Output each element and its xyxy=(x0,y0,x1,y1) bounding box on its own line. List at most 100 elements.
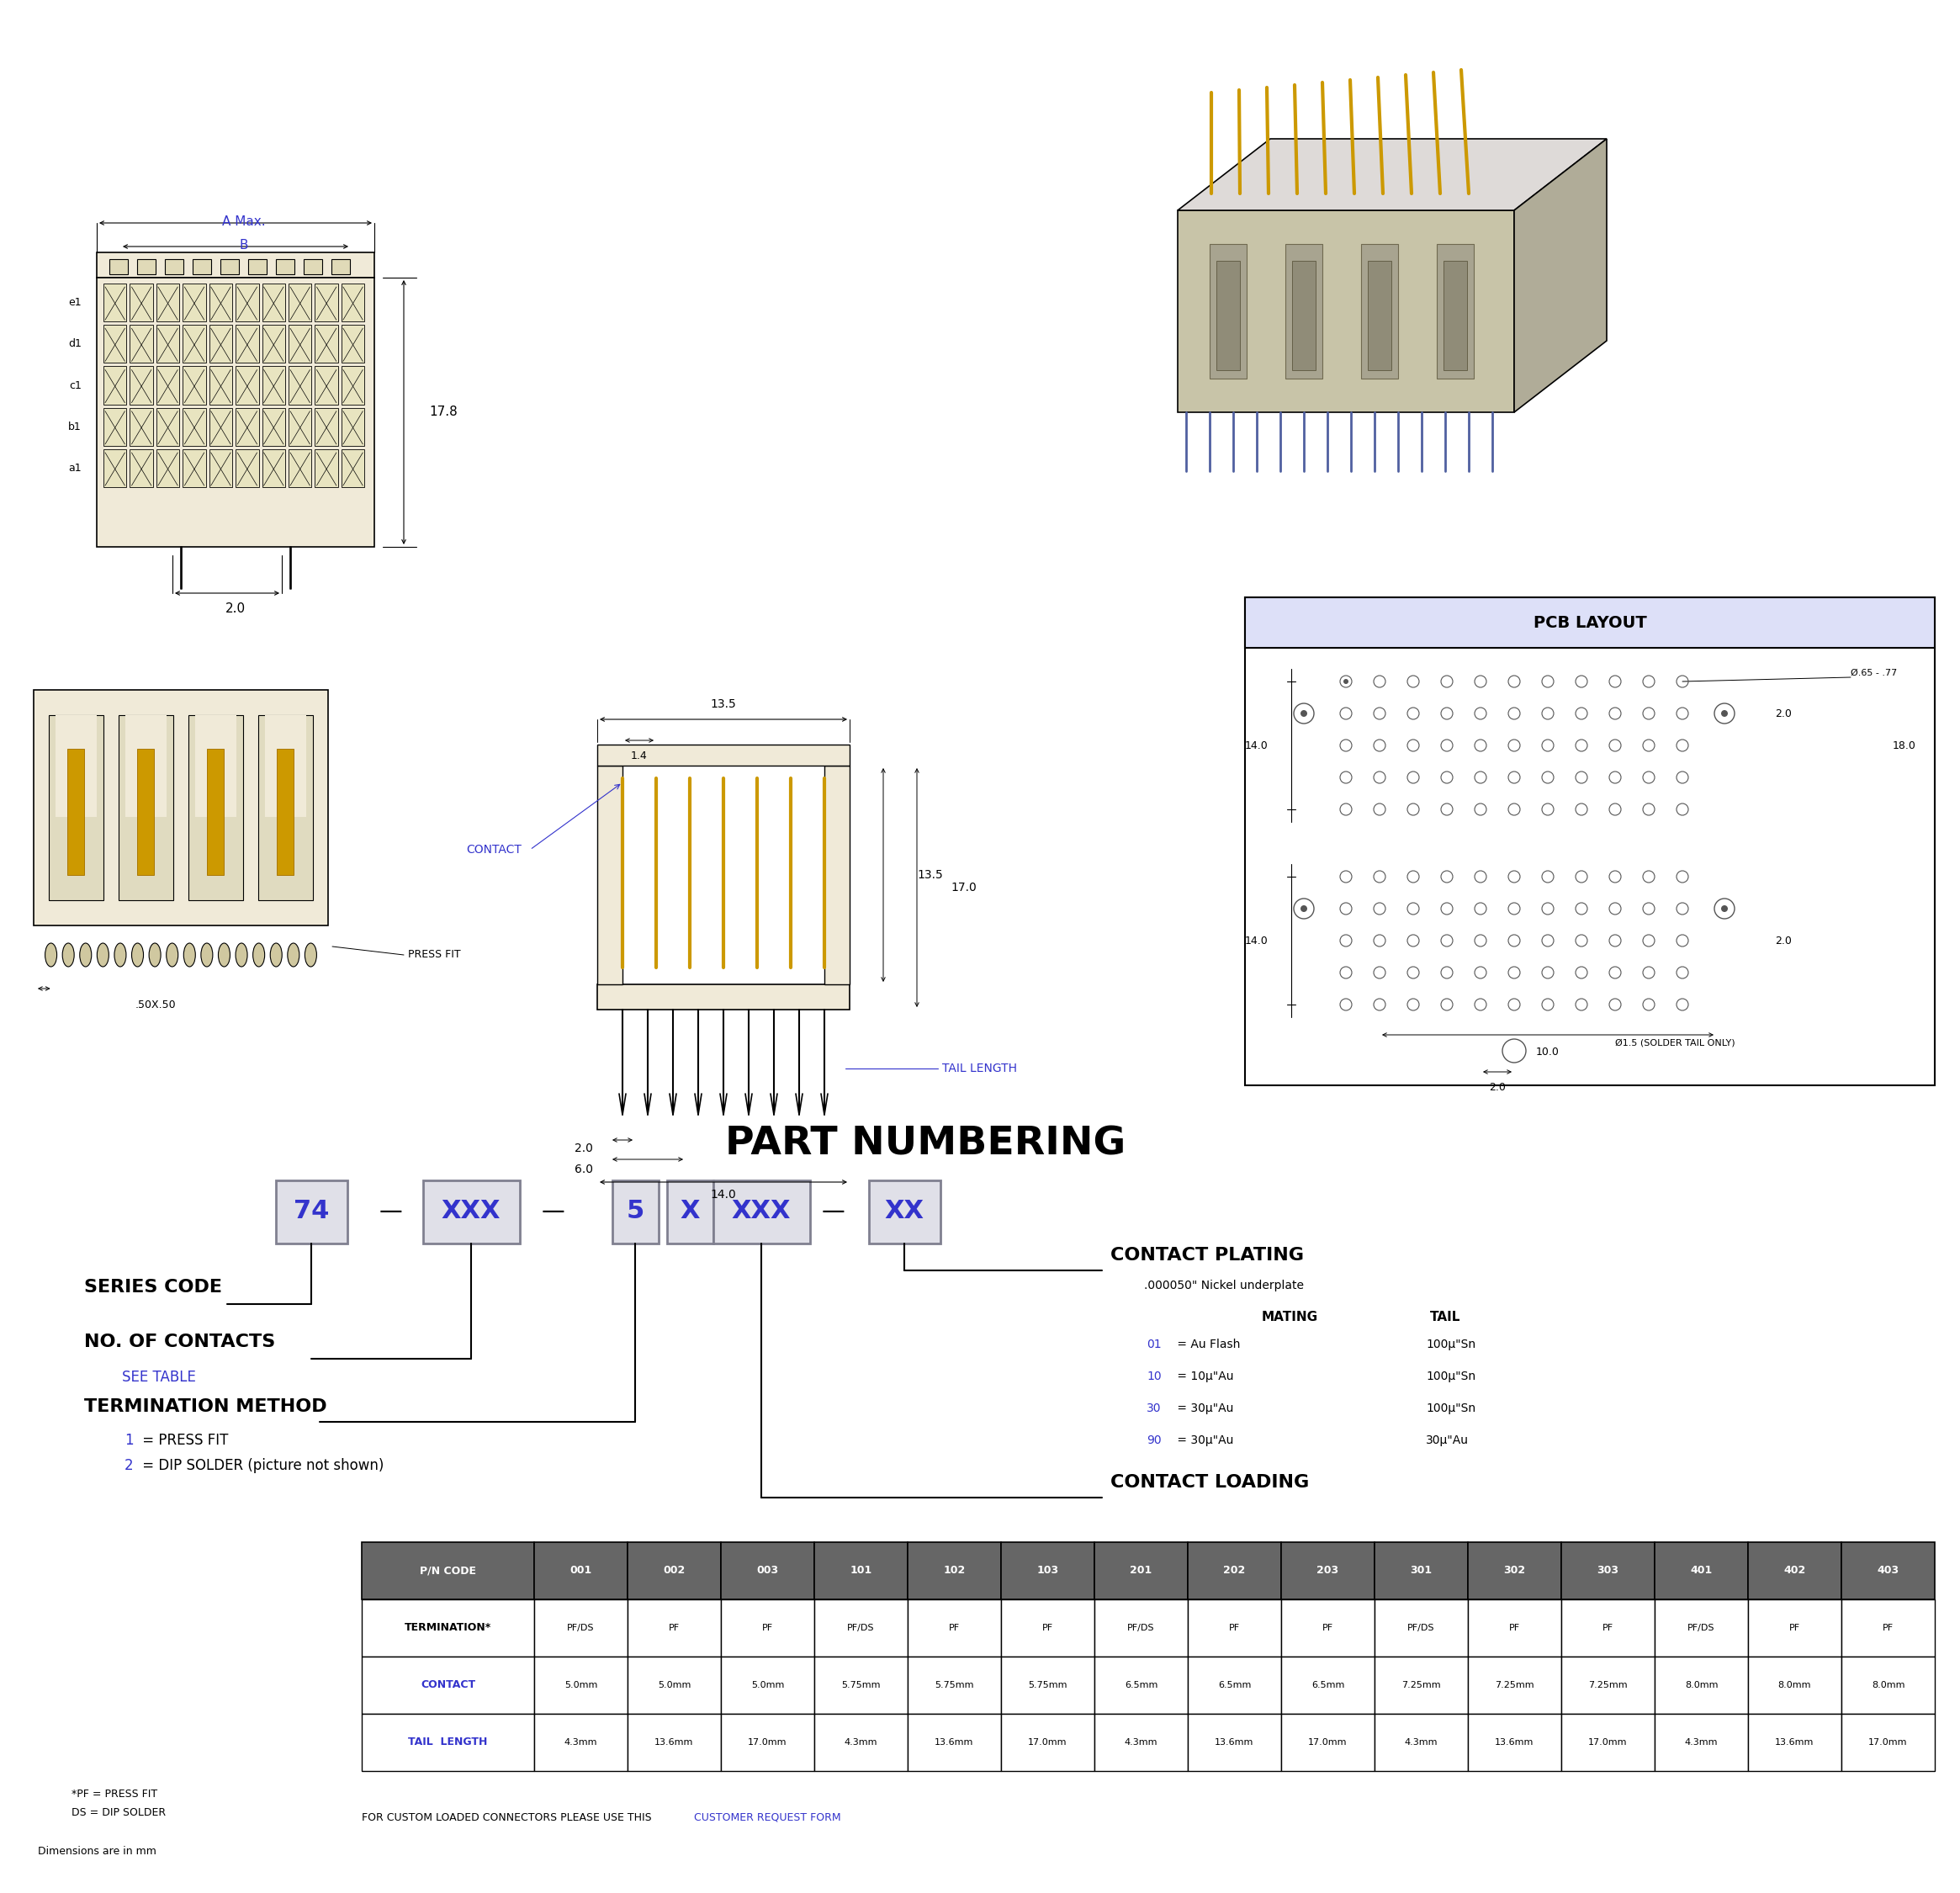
Bar xyxy=(1217,261,1241,371)
Bar xyxy=(235,367,259,405)
Text: 2.0: 2.0 xyxy=(225,602,245,615)
Polygon shape xyxy=(1178,138,1607,210)
Bar xyxy=(341,326,365,363)
Bar xyxy=(721,1656,813,1713)
Text: 4.3mm: 4.3mm xyxy=(564,1738,598,1747)
Text: 17.0mm: 17.0mm xyxy=(1588,1738,1627,1747)
Bar xyxy=(423,1179,519,1244)
Text: SERIES CODE: SERIES CODE xyxy=(84,1280,221,1295)
Text: 6.0: 6.0 xyxy=(574,1164,594,1176)
Bar xyxy=(1002,1713,1094,1772)
Text: PF: PF xyxy=(1882,1624,1893,1632)
Text: 17.0mm: 17.0mm xyxy=(1307,1738,1347,1747)
Bar xyxy=(316,284,337,322)
Text: 100μ"Sn: 100μ"Sn xyxy=(1425,1338,1476,1350)
Bar xyxy=(276,750,294,875)
Bar xyxy=(627,1713,721,1772)
Text: 14.0: 14.0 xyxy=(1245,935,1268,946)
Bar xyxy=(137,750,155,875)
Bar xyxy=(1468,1600,1562,1656)
Text: —: — xyxy=(541,1200,564,1223)
Text: 13.5: 13.5 xyxy=(710,699,737,710)
Text: 6.5mm: 6.5mm xyxy=(1125,1681,1158,1689)
Bar xyxy=(157,326,180,363)
Bar xyxy=(363,1656,535,1713)
Ellipse shape xyxy=(218,943,229,967)
Bar xyxy=(125,716,167,818)
Bar xyxy=(1468,1656,1562,1713)
Text: TAIL  LENGTH: TAIL LENGTH xyxy=(408,1738,488,1747)
Bar xyxy=(263,449,284,487)
Bar xyxy=(49,716,104,901)
Text: 4.3mm: 4.3mm xyxy=(1686,1738,1719,1747)
Text: XXX: XXX xyxy=(441,1200,500,1223)
Bar xyxy=(1562,1543,1654,1600)
Bar xyxy=(263,367,284,405)
Text: 202: 202 xyxy=(1223,1566,1245,1577)
Bar xyxy=(1562,1656,1654,1713)
Ellipse shape xyxy=(202,943,214,967)
Bar xyxy=(96,278,374,547)
Bar xyxy=(210,449,233,487)
Bar xyxy=(713,1179,809,1244)
Text: 10.0: 10.0 xyxy=(1537,1047,1560,1056)
Bar xyxy=(182,449,206,487)
Bar xyxy=(341,284,365,322)
Bar xyxy=(129,449,153,487)
Bar xyxy=(288,284,312,322)
Text: 17.0mm: 17.0mm xyxy=(1029,1738,1068,1747)
Text: 14.0: 14.0 xyxy=(710,1189,737,1200)
Text: 13.5: 13.5 xyxy=(917,869,943,880)
Text: 4.3mm: 4.3mm xyxy=(1405,1738,1439,1747)
Bar xyxy=(1368,261,1392,371)
Bar xyxy=(1748,1543,1840,1600)
Bar xyxy=(1094,1543,1188,1600)
Text: c1: c1 xyxy=(69,380,82,390)
Text: PRESS FIT: PRESS FIT xyxy=(408,950,461,960)
Ellipse shape xyxy=(63,943,74,967)
Text: 101: 101 xyxy=(851,1566,872,1577)
Text: .000050" Nickel underplate: .000050" Nickel underplate xyxy=(1145,1280,1303,1291)
Bar xyxy=(1654,1543,1748,1600)
Text: 2.0: 2.0 xyxy=(1776,935,1791,946)
Bar xyxy=(188,716,243,901)
Bar xyxy=(535,1600,627,1656)
Text: TAIL: TAIL xyxy=(1431,1310,1460,1323)
Text: MATING: MATING xyxy=(1262,1310,1319,1323)
Bar xyxy=(721,1713,813,1772)
Bar xyxy=(210,326,233,363)
Bar xyxy=(304,259,321,274)
Bar xyxy=(341,407,365,447)
Text: 13.6mm: 13.6mm xyxy=(1776,1738,1815,1747)
Bar xyxy=(598,984,849,1009)
Bar xyxy=(1468,1543,1562,1600)
Text: PF: PF xyxy=(1603,1624,1613,1632)
Ellipse shape xyxy=(288,943,300,967)
Text: 30μ"Au: 30μ"Au xyxy=(1425,1435,1468,1446)
Bar xyxy=(1840,1600,1935,1656)
Text: 6.5mm: 6.5mm xyxy=(1217,1681,1250,1689)
Bar xyxy=(627,1543,721,1600)
Text: 003: 003 xyxy=(757,1566,778,1577)
Text: Dimensions are in mm: Dimensions are in mm xyxy=(37,1846,157,1857)
Circle shape xyxy=(1301,710,1307,717)
Bar xyxy=(316,449,337,487)
Bar xyxy=(288,326,312,363)
Text: 17.0: 17.0 xyxy=(951,882,976,893)
Ellipse shape xyxy=(45,943,57,967)
Text: PART NUMBERING: PART NUMBERING xyxy=(725,1124,1125,1162)
Text: d1: d1 xyxy=(69,339,82,350)
Text: Ø1.5 (SOLDER TAIL ONLY): Ø1.5 (SOLDER TAIL ONLY) xyxy=(1615,1037,1735,1047)
Text: DS = DIP SOLDER: DS = DIP SOLDER xyxy=(71,1808,167,1819)
Bar xyxy=(627,1600,721,1656)
Text: —: — xyxy=(821,1200,845,1223)
Circle shape xyxy=(1721,710,1729,717)
Bar xyxy=(129,326,153,363)
Text: X: X xyxy=(680,1200,700,1223)
Text: 301: 301 xyxy=(1411,1566,1433,1577)
Text: 5.75mm: 5.75mm xyxy=(935,1681,974,1689)
Text: 13.6mm: 13.6mm xyxy=(1215,1738,1254,1747)
Text: PF: PF xyxy=(1323,1624,1333,1632)
Text: PF: PF xyxy=(762,1624,772,1632)
Text: 6.5mm: 6.5mm xyxy=(1311,1681,1345,1689)
